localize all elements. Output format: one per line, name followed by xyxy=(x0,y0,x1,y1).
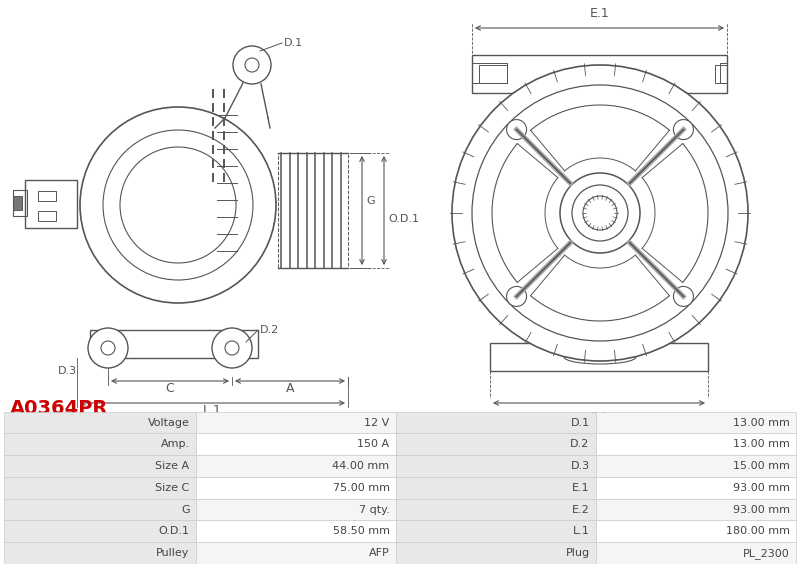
Text: 93.00 mm: 93.00 mm xyxy=(733,505,790,514)
Text: 15.00 mm: 15.00 mm xyxy=(733,461,790,471)
Circle shape xyxy=(101,341,115,355)
Bar xyxy=(396,477,596,499)
Circle shape xyxy=(103,130,253,280)
Bar xyxy=(4,542,196,564)
Text: A: A xyxy=(286,381,294,394)
Bar xyxy=(715,65,727,83)
Circle shape xyxy=(245,58,259,72)
Text: E.1: E.1 xyxy=(572,483,590,493)
Bar xyxy=(13,190,27,216)
Text: A0364PR: A0364PR xyxy=(10,399,108,418)
Bar xyxy=(396,455,596,477)
Bar xyxy=(4,521,196,542)
Bar xyxy=(490,343,708,371)
Text: 93.00 mm: 93.00 mm xyxy=(733,483,790,493)
Bar xyxy=(38,211,56,221)
Text: AFP: AFP xyxy=(369,548,390,558)
Circle shape xyxy=(572,185,628,241)
Bar xyxy=(90,330,258,358)
Circle shape xyxy=(506,120,526,139)
Text: Plug: Plug xyxy=(566,548,590,558)
Text: L.1: L.1 xyxy=(203,403,222,416)
Bar xyxy=(596,434,796,455)
Circle shape xyxy=(88,328,128,368)
Circle shape xyxy=(80,107,276,303)
Bar xyxy=(596,477,796,499)
Bar xyxy=(596,499,796,521)
Bar xyxy=(38,191,56,201)
Bar xyxy=(396,499,596,521)
Bar xyxy=(196,499,396,521)
Bar xyxy=(596,412,796,434)
Text: C: C xyxy=(166,381,174,394)
Bar xyxy=(596,542,796,564)
Text: G: G xyxy=(181,505,190,514)
Text: PL_2300: PL_2300 xyxy=(743,548,790,558)
Text: 180.00 mm: 180.00 mm xyxy=(726,526,790,536)
Circle shape xyxy=(506,287,526,306)
Text: E.1: E.1 xyxy=(590,7,610,20)
Bar xyxy=(196,455,396,477)
Text: 12 V: 12 V xyxy=(364,417,390,428)
Text: Voltage: Voltage xyxy=(148,417,190,428)
Text: 13.00 mm: 13.00 mm xyxy=(733,439,790,450)
Bar xyxy=(4,412,196,434)
Bar xyxy=(278,153,348,268)
Bar xyxy=(4,455,196,477)
Text: O.D.1: O.D.1 xyxy=(158,526,190,536)
Text: Size C: Size C xyxy=(155,483,190,493)
Bar xyxy=(472,63,507,83)
Circle shape xyxy=(212,328,252,368)
Text: Amp.: Amp. xyxy=(161,439,190,450)
Bar xyxy=(596,521,796,542)
Text: O.D.1: O.D.1 xyxy=(388,214,419,223)
Bar xyxy=(396,434,596,455)
Circle shape xyxy=(674,120,694,139)
Text: Size A: Size A xyxy=(155,461,190,471)
Text: 150 A: 150 A xyxy=(358,439,390,450)
Bar xyxy=(196,542,396,564)
Circle shape xyxy=(233,46,271,84)
Text: D.1: D.1 xyxy=(284,38,303,48)
Text: D.2: D.2 xyxy=(570,439,590,450)
Bar xyxy=(396,412,596,434)
Text: E.2: E.2 xyxy=(572,505,590,514)
Ellipse shape xyxy=(564,350,636,364)
Text: D.1: D.1 xyxy=(570,417,590,428)
Text: E.2: E.2 xyxy=(590,411,610,424)
Text: 7 qty.: 7 qty. xyxy=(359,505,390,514)
Circle shape xyxy=(472,85,728,341)
Circle shape xyxy=(120,147,236,263)
Bar xyxy=(13,196,22,210)
Bar xyxy=(396,542,596,564)
Bar xyxy=(196,412,396,434)
Text: G: G xyxy=(366,196,374,205)
Bar xyxy=(479,65,507,83)
Text: 75.00 mm: 75.00 mm xyxy=(333,483,390,493)
Bar xyxy=(196,477,396,499)
Text: D.2: D.2 xyxy=(260,325,279,335)
Bar xyxy=(25,180,77,228)
Bar xyxy=(4,434,196,455)
Text: 13.00 mm: 13.00 mm xyxy=(733,417,790,428)
Text: 44.00 mm: 44.00 mm xyxy=(333,461,390,471)
Bar xyxy=(4,499,196,521)
Circle shape xyxy=(225,341,239,355)
Circle shape xyxy=(452,65,748,361)
Text: L.1: L.1 xyxy=(573,526,590,536)
Bar xyxy=(4,477,196,499)
Bar xyxy=(720,63,727,83)
Circle shape xyxy=(560,173,640,253)
Bar xyxy=(472,55,727,93)
Circle shape xyxy=(583,196,617,230)
Bar xyxy=(396,521,596,542)
Circle shape xyxy=(674,287,694,306)
Text: D.3: D.3 xyxy=(570,461,590,471)
Bar xyxy=(596,455,796,477)
Bar xyxy=(196,434,396,455)
Bar xyxy=(196,521,396,542)
Text: D.3: D.3 xyxy=(58,366,77,376)
Text: Pulley: Pulley xyxy=(156,548,190,558)
Text: 58.50 mm: 58.50 mm xyxy=(333,526,390,536)
